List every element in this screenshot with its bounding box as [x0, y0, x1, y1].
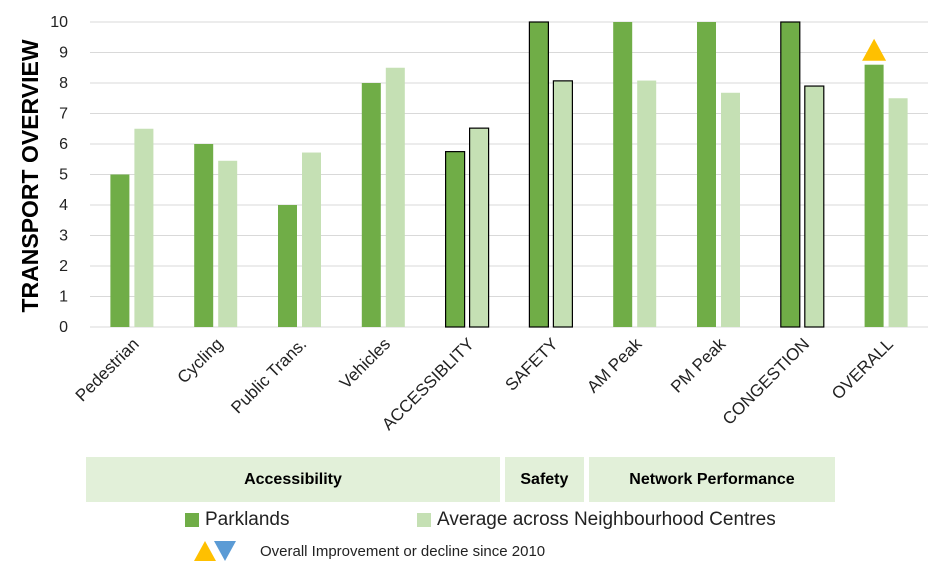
y-tick-1: 1 — [59, 289, 68, 306]
legend-label-average: Average across Neighbourhood Centres — [437, 509, 776, 530]
x-tick-7: PM Peak — [667, 334, 730, 397]
up-down-triangles-icon — [194, 541, 236, 561]
bar-parklands-2 — [278, 205, 297, 327]
x-tick-labels: Pedestrian Cycling Public Trans. VehiclesAC… — [72, 334, 897, 434]
bar-average-4 — [469, 127, 490, 328]
bar-parklands-3 — [361, 83, 381, 327]
bar-parklands-4 — [445, 151, 466, 328]
y-tick-2: 2 — [59, 258, 68, 275]
group-label-1: Safety — [505, 457, 584, 502]
trend-note-text: Overall Improvement or decline since 201… — [260, 542, 546, 560]
bar-parklands-1 — [194, 144, 214, 327]
y-tick-labels: 0 1 2 3 4 5 6 7 8 9 10 — [50, 14, 68, 336]
y-tick-10: 10 — [50, 14, 68, 31]
trend-up-triangle-icon — [862, 38, 887, 61]
gridlines — [90, 21, 928, 328]
down-triangle-icon — [214, 541, 236, 561]
x-tick-0: Pedestrian — [72, 334, 143, 405]
x-tick-5: SAFETY — [502, 334, 562, 394]
y-tick-7: 7 — [59, 106, 68, 123]
legend-label-parklands: Parklands — [205, 509, 290, 530]
bar-chart: 0 1 2 3 4 5 6 7 8 9 10 Pedestrian Cycling Public Tra… — [17, 14, 928, 434]
y-tick-0: 0 — [59, 319, 68, 336]
bar-parklands-6 — [613, 22, 633, 327]
bar-average-7 — [721, 92, 740, 327]
y-tick-6: 6 — [59, 136, 68, 153]
bar-parklands-0 — [110, 174, 130, 327]
bar-average-1 — [218, 160, 238, 327]
bar-average-6 — [637, 80, 657, 327]
trend-markers — [862, 38, 887, 61]
y-tick-4: 4 — [59, 197, 68, 214]
bar-parklands-8 — [780, 21, 801, 328]
bar-average-0 — [134, 128, 154, 327]
y-tick-5: 5 — [59, 167, 68, 184]
up-triangle-icon — [194, 541, 216, 561]
y-tick-9: 9 — [59, 45, 68, 62]
x-tick-1: Cycling — [174, 334, 227, 387]
bar-average-9 — [888, 98, 908, 327]
group-label-0: Accessibility — [86, 457, 500, 502]
bar-average-8 — [804, 85, 825, 328]
legend-item-parklands: Parklands — [185, 509, 290, 531]
x-tick-2: Public Trans. — [227, 334, 310, 417]
bar-average-2 — [302, 152, 321, 327]
y-tick-8: 8 — [59, 75, 68, 92]
x-tick-6: AM Peak — [583, 334, 646, 397]
legend-swatch-average — [417, 513, 431, 527]
bar-parklands-7 — [697, 22, 716, 327]
x-tick-8: CONGESTION — [719, 334, 813, 428]
group-label-2: Network Performance — [588, 457, 836, 502]
x-tick-4: ACCESSIBLITY — [378, 334, 478, 434]
bar-parklands-5 — [528, 21, 550, 328]
x-tick-9: OVERALL — [828, 334, 897, 403]
x-tick-3: Vehicles — [336, 334, 394, 392]
bar-parklands-9 — [864, 64, 884, 327]
trend-note: Overall Improvement or decline since 201… — [192, 540, 545, 562]
bars — [110, 21, 908, 328]
bar-average-3 — [385, 67, 405, 327]
y-axis-title: TRANSPORT OVERVIEW — [17, 39, 43, 312]
legend-item-average: Average across Neighbourhood Centres — [417, 509, 776, 531]
y-tick-3: 3 — [59, 228, 68, 245]
bar-average-5 — [552, 80, 574, 328]
legend-swatch-parklands — [185, 513, 199, 527]
legend: Parklands Average across Neighbourhood C… — [0, 507, 944, 535]
